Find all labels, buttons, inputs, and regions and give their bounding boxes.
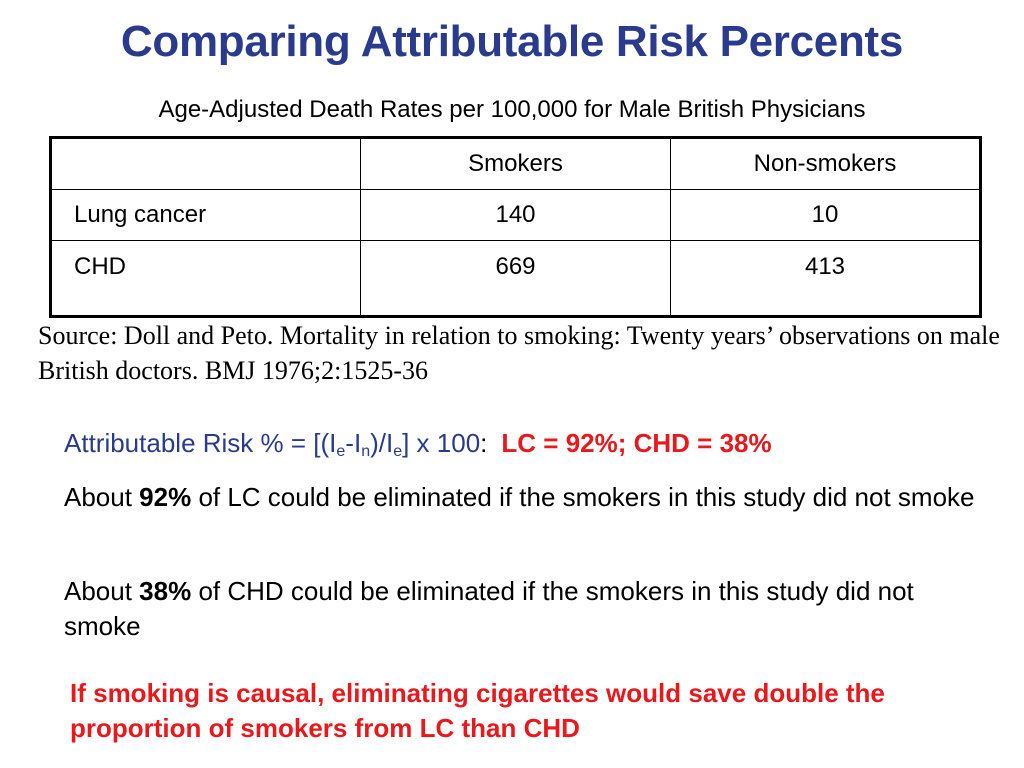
table-header-empty [50,137,361,190]
conclusion-statement: If smoking is causal, eliminating cigare… [70,678,885,743]
cell-non-smokers: 10 [670,189,981,241]
formula-result: LC = 92%; CHD = 38% [501,428,772,458]
slide-title: Comparing Attributable Risk Percents [120,17,904,66]
formula-sub-e: e [393,443,403,460]
formula-prefix: Attributable Risk % = [(I [64,428,337,458]
cell-non-smokers: 413 [670,240,981,317]
lc-explanation-lead: About [64,482,140,512]
chd-explanation-lead: About [64,576,140,606]
formula-suffix: ] x 100 [402,428,481,458]
chd-explanation-rest: of CHD could be eliminated if the smoker… [64,576,914,641]
chd-percent: 38% [139,576,192,606]
cell-smokers: 140 [360,189,671,241]
row-label: CHD [50,240,361,317]
formula-dash: -I [345,428,362,458]
table-header-row: Smokers Non-smokers [50,137,981,190]
cell-smokers: 669 [360,240,671,317]
table-row-chd: CHD 669 413 [50,240,981,317]
table-header-smokers: Smokers [360,137,671,190]
death-rates-table: Smokers Non-smokers Lung cancer 140 10 C… [49,136,982,318]
formula-sub-e: e [336,443,346,460]
chd-explanation: About 38% of CHD could be eliminated if … [64,574,994,643]
table-header-non-smokers: Non-smokers [670,137,981,190]
lc-percent: 92% [139,482,192,512]
formula-text: Attributable Risk % = [(Ie-In)/Ie] x 100 [64,428,481,460]
formula-sub-n: n [361,443,371,460]
row-label: Lung cancer [50,189,361,241]
formula-slash: )/I [370,428,394,458]
table-caption: Age-Adjusted Death Rates per 100,000 for… [158,96,866,123]
attributable-risk-formula: Attributable Risk % = [(Ie-In)/Ie] x 100… [64,428,1014,460]
formula-colon: : [480,428,488,458]
lc-explanation: About 92% of LC could be eliminated if t… [64,480,994,515]
source-citation: Source: Doll and Peto. Mortality in rela… [38,321,1000,386]
table-row-lung-cancer: Lung cancer 140 10 [50,189,981,241]
lc-explanation-rest: of LC could be eliminated if the smokers… [191,482,975,512]
